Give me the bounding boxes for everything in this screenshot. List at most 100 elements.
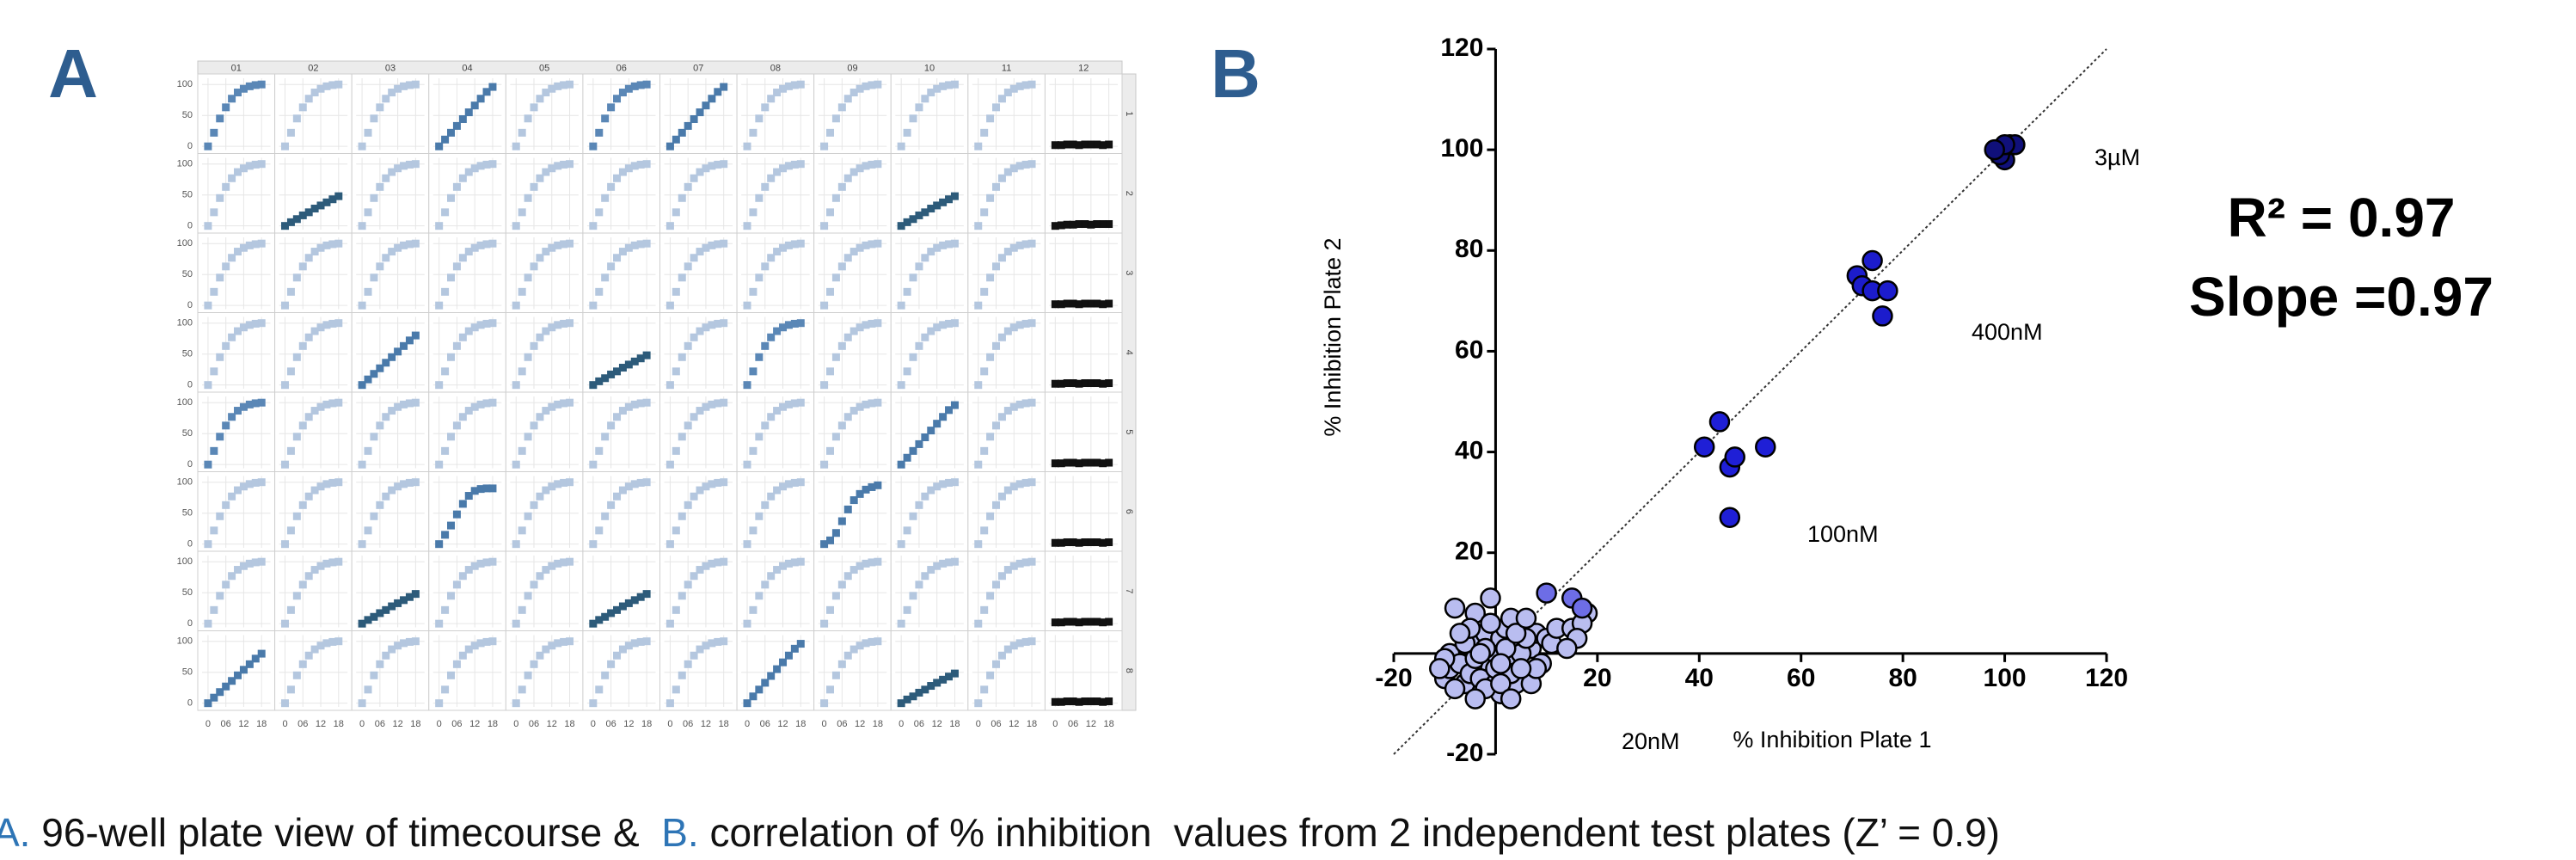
x-tick-label: 0 xyxy=(976,719,981,729)
data-point xyxy=(210,526,218,535)
data-point xyxy=(1105,140,1113,149)
data-point xyxy=(405,336,414,345)
data-point xyxy=(980,128,989,137)
data-point xyxy=(831,194,840,202)
data-point xyxy=(458,115,467,124)
data-point xyxy=(903,287,911,296)
x-tick-label: 12 xyxy=(316,719,326,729)
data-point xyxy=(743,699,751,708)
data-point xyxy=(452,121,461,130)
data-point xyxy=(452,341,461,350)
data-point xyxy=(589,540,598,549)
x-tick-label: 06 xyxy=(221,719,231,729)
data-point xyxy=(512,381,520,390)
data-point xyxy=(530,262,538,271)
data-point xyxy=(518,128,526,137)
data-point xyxy=(613,174,622,182)
data-point xyxy=(1449,623,1471,644)
data-point xyxy=(364,128,372,137)
data-point xyxy=(1444,678,1466,700)
data-point xyxy=(897,142,905,150)
data-point xyxy=(447,353,456,361)
data-point xyxy=(690,115,698,124)
data-point xyxy=(298,580,307,589)
data-point xyxy=(1708,411,1731,433)
data-point xyxy=(488,239,497,248)
data-point xyxy=(761,679,770,687)
data-point xyxy=(488,160,497,169)
panel-label: A xyxy=(48,35,98,112)
data-point xyxy=(435,301,444,310)
data-point xyxy=(720,478,728,487)
data-point xyxy=(1027,319,1036,328)
data-point xyxy=(796,398,805,407)
data-point xyxy=(536,413,544,421)
data-point xyxy=(358,381,366,390)
data-point xyxy=(358,222,366,230)
data-point xyxy=(826,685,835,694)
data-point xyxy=(292,512,301,520)
data-point xyxy=(950,669,959,678)
data-point xyxy=(613,95,622,103)
data-point xyxy=(690,572,698,580)
data-point xyxy=(524,273,532,282)
data-point xyxy=(222,501,230,509)
data-point xyxy=(678,592,686,600)
data-point xyxy=(749,526,757,535)
data-point xyxy=(524,194,532,202)
row-label: 2 xyxy=(1124,191,1134,196)
y-tick-label: 0 xyxy=(187,698,193,709)
data-point xyxy=(388,353,396,361)
data-point xyxy=(607,262,616,271)
data-point xyxy=(376,660,384,668)
data-point xyxy=(1027,637,1036,646)
data-point xyxy=(530,421,538,430)
data-point xyxy=(222,103,230,112)
data-point xyxy=(749,128,757,137)
data-point xyxy=(997,492,1006,501)
data-point xyxy=(358,460,366,469)
data-point xyxy=(672,605,680,614)
data-point xyxy=(684,421,692,430)
data-point xyxy=(334,557,343,566)
y-tick-label: 0 xyxy=(187,141,193,151)
data-point xyxy=(281,142,290,150)
data-point xyxy=(749,208,757,217)
data-point xyxy=(773,665,782,673)
data-point xyxy=(831,433,840,441)
data-point xyxy=(447,128,456,137)
data-point xyxy=(796,478,805,487)
data-point xyxy=(767,95,776,103)
data-point xyxy=(1755,436,1776,458)
data-point xyxy=(837,580,846,589)
data-point xyxy=(376,501,384,509)
data-point xyxy=(382,492,390,501)
y-tick-label: 60 xyxy=(1455,335,1483,364)
x-tick-label: 120 xyxy=(2085,664,2128,692)
data-point xyxy=(304,413,313,421)
data-point xyxy=(820,619,829,628)
data-point xyxy=(292,273,301,282)
data-point xyxy=(364,446,372,455)
data-point xyxy=(755,433,764,441)
data-point xyxy=(334,192,343,200)
data-point xyxy=(607,182,616,191)
data-point xyxy=(665,381,674,390)
data-point xyxy=(411,80,420,89)
data-point xyxy=(286,446,295,455)
data-point xyxy=(690,254,698,262)
annotation: 400nM xyxy=(1972,319,2043,345)
data-point xyxy=(642,637,651,646)
data-point xyxy=(874,239,882,248)
data-point xyxy=(1027,80,1036,89)
data-point xyxy=(665,142,674,150)
data-point xyxy=(524,592,532,600)
data-point xyxy=(755,273,764,282)
data-point xyxy=(826,287,835,296)
data-point xyxy=(767,572,776,580)
data-point xyxy=(607,501,616,509)
data-point xyxy=(228,492,236,501)
data-point xyxy=(921,492,929,501)
data-point xyxy=(831,529,840,538)
data-point xyxy=(298,262,307,271)
